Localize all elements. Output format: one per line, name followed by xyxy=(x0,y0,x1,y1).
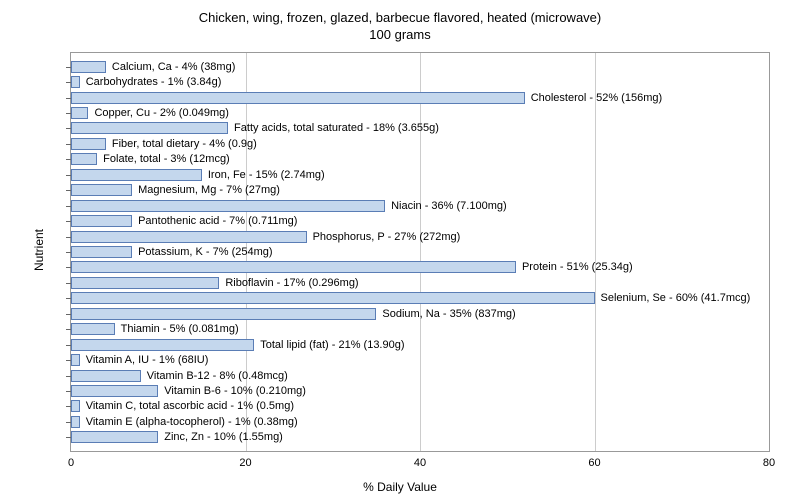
x-axis-label: % Daily Value xyxy=(363,480,437,494)
nutrient-bar xyxy=(71,107,88,119)
bar-row: Vitamin E (alpha-tocopherol) - 1% (0.38m… xyxy=(71,415,769,429)
nutrient-label: Sodium, Na - 35% (837mg) xyxy=(382,307,515,321)
nutrient-bar xyxy=(71,92,525,104)
nutrient-bar xyxy=(71,122,228,134)
bar-row: Vitamin B-12 - 8% (0.48mcg) xyxy=(71,369,769,383)
nutrient-bar xyxy=(71,246,132,258)
bar-row: Folate, total - 3% (12mcg) xyxy=(71,152,769,166)
nutrient-bar xyxy=(71,184,132,196)
nutrient-label: Phosphorus, P - 27% (272mg) xyxy=(313,230,461,244)
bar-row: Vitamin A, IU - 1% (68IU) xyxy=(71,353,769,367)
nutrient-bar xyxy=(71,292,595,304)
bar-row: Riboflavin - 17% (0.296mg) xyxy=(71,276,769,290)
nutrient-bar xyxy=(71,308,376,320)
bar-row: Carbohydrates - 1% (3.84g) xyxy=(71,75,769,89)
bar-row: Iron, Fe - 15% (2.74mg) xyxy=(71,168,769,182)
nutrient-bar xyxy=(71,231,307,243)
nutrient-bar xyxy=(71,261,516,273)
bar-row: Zinc, Zn - 10% (1.55mg) xyxy=(71,430,769,444)
nutrient-label: Fiber, total dietary - 4% (0.9g) xyxy=(112,137,257,151)
nutrient-label: Zinc, Zn - 10% (1.55mg) xyxy=(164,430,283,444)
nutrient-label: Vitamin E (alpha-tocopherol) - 1% (0.38m… xyxy=(86,415,298,429)
nutrient-bar xyxy=(71,370,141,382)
bar-row: Total lipid (fat) - 21% (13.90g) xyxy=(71,338,769,352)
nutrient-label: Cholesterol - 52% (156mg) xyxy=(531,91,662,105)
nutrient-label: Total lipid (fat) - 21% (13.90g) xyxy=(260,338,404,352)
bar-row: Magnesium, Mg - 7% (27mg) xyxy=(71,183,769,197)
bar-row: Calcium, Ca - 4% (38mg) xyxy=(71,60,769,74)
nutrient-label: Calcium, Ca - 4% (38mg) xyxy=(112,60,235,74)
nutrient-bar xyxy=(71,431,158,443)
nutrient-chart: Chicken, wing, frozen, glazed, barbecue … xyxy=(0,0,800,500)
nutrient-label: Magnesium, Mg - 7% (27mg) xyxy=(138,183,280,197)
x-tick-label: 80 xyxy=(763,457,775,469)
nutrient-bar xyxy=(71,138,106,150)
nutrient-bar xyxy=(71,76,80,88)
nutrient-label: Carbohydrates - 1% (3.84g) xyxy=(86,75,222,89)
bar-row: Protein - 51% (25.34g) xyxy=(71,260,769,274)
nutrient-label: Folate, total - 3% (12mcg) xyxy=(103,152,230,166)
nutrient-label: Potassium, K - 7% (254mg) xyxy=(138,245,273,259)
nutrient-bar xyxy=(71,385,158,397)
nutrient-label: Vitamin B-6 - 10% (0.210mg) xyxy=(164,384,306,398)
nutrient-label: Fatty acids, total saturated - 18% (3.65… xyxy=(234,121,439,135)
bar-row: Pantothenic acid - 7% (0.711mg) xyxy=(71,214,769,228)
bar-row: Niacin - 36% (7.100mg) xyxy=(71,199,769,213)
chart-title: Chicken, wing, frozen, glazed, barbecue … xyxy=(0,0,800,44)
nutrient-label: Protein - 51% (25.34g) xyxy=(522,260,633,274)
x-tick-label: 60 xyxy=(588,457,600,469)
nutrient-label: Niacin - 36% (7.100mg) xyxy=(391,199,507,213)
nutrient-bar xyxy=(71,354,80,366)
nutrient-label: Vitamin B-12 - 8% (0.48mcg) xyxy=(147,369,288,383)
nutrient-bar xyxy=(71,200,385,212)
nutrient-bar xyxy=(71,339,254,351)
bar-row: Vitamin B-6 - 10% (0.210mg) xyxy=(71,384,769,398)
bar-row: Fatty acids, total saturated - 18% (3.65… xyxy=(71,121,769,135)
nutrient-bar xyxy=(71,215,132,227)
y-axis-label: Nutrient xyxy=(32,229,46,271)
x-tick-label: 20 xyxy=(239,457,251,469)
bar-row: Fiber, total dietary - 4% (0.9g) xyxy=(71,137,769,151)
bar-row: Potassium, K - 7% (254mg) xyxy=(71,245,769,259)
nutrient-label: Thiamin - 5% (0.081mg) xyxy=(121,322,239,336)
bar-row: Vitamin C, total ascorbic acid - 1% (0.5… xyxy=(71,399,769,413)
nutrient-label: Riboflavin - 17% (0.296mg) xyxy=(225,276,358,290)
nutrient-label: Copper, Cu - 2% (0.049mg) xyxy=(94,106,229,120)
nutrient-label: Pantothenic acid - 7% (0.711mg) xyxy=(138,214,297,228)
bar-row: Sodium, Na - 35% (837mg) xyxy=(71,307,769,321)
nutrient-bar xyxy=(71,61,106,73)
nutrient-bar xyxy=(71,277,219,289)
x-tick-label: 0 xyxy=(68,457,74,469)
title-line-1: Chicken, wing, frozen, glazed, barbecue … xyxy=(199,10,602,25)
nutrient-label: Vitamin A, IU - 1% (68IU) xyxy=(86,353,209,367)
x-tick-label: 40 xyxy=(414,457,426,469)
title-line-2: 100 grams xyxy=(369,27,430,42)
nutrient-bar xyxy=(71,323,115,335)
nutrient-bar xyxy=(71,400,80,412)
bar-row: Phosphorus, P - 27% (272mg) xyxy=(71,230,769,244)
nutrient-bar xyxy=(71,416,80,428)
bar-row: Copper, Cu - 2% (0.049mg) xyxy=(71,106,769,120)
nutrient-bar xyxy=(71,169,202,181)
nutrient-bar xyxy=(71,153,97,165)
plot-area: 020406080Calcium, Ca - 4% (38mg)Carbohyd… xyxy=(70,52,770,452)
bar-row: Thiamin - 5% (0.081mg) xyxy=(71,322,769,336)
bar-row: Cholesterol - 52% (156mg) xyxy=(71,91,769,105)
bar-row: Selenium, Se - 60% (41.7mcg) xyxy=(71,291,769,305)
nutrient-label: Selenium, Se - 60% (41.7mcg) xyxy=(601,291,751,305)
nutrient-label: Vitamin C, total ascorbic acid - 1% (0.5… xyxy=(86,399,294,413)
nutrient-label: Iron, Fe - 15% (2.74mg) xyxy=(208,168,325,182)
